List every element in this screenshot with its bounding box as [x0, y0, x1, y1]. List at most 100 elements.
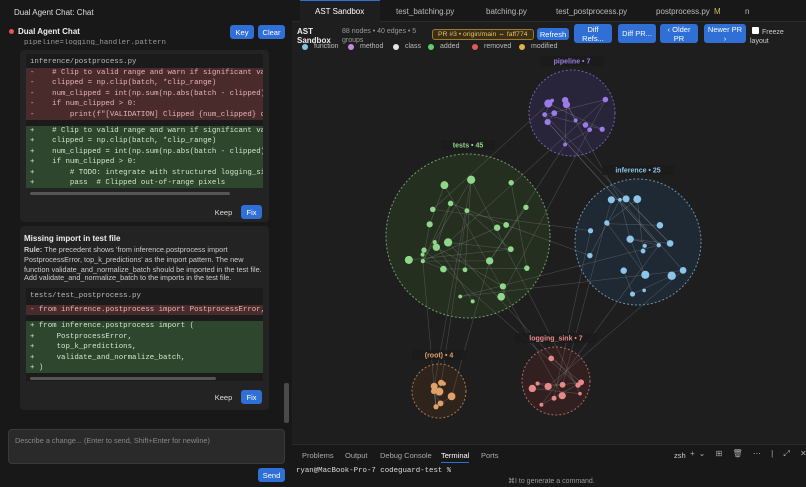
- graph-node: [432, 243, 440, 251]
- toolbar-button[interactable]: Refresh: [537, 28, 569, 40]
- graph-node: [420, 259, 425, 264]
- edge: [564, 129, 590, 145]
- freeze-label: Freeze layout: [750, 29, 784, 45]
- legend-dot: [348, 44, 354, 50]
- file-name: inference/postprocess.py: [30, 58, 137, 66]
- rule-label: Rule:: [24, 245, 43, 254]
- tab-modified-badge: M: [714, 7, 721, 16]
- edge: [451, 260, 490, 397]
- edge: [434, 242, 473, 302]
- group-label-bg: [515, 333, 597, 343]
- edge: [632, 275, 672, 295]
- terminal-prompt: ryan@MacBook-Pro-7 codeguard-test %: [296, 467, 452, 475]
- graph-node: [447, 200, 454, 207]
- graph-node: [604, 220, 610, 226]
- graph-node: [462, 267, 468, 273]
- edge: [547, 270, 684, 387]
- panel-tab[interactable]: Output: [345, 451, 368, 460]
- keep-button[interactable]: Keep: [214, 392, 233, 402]
- edge: [629, 239, 646, 275]
- toolbar-button[interactable]: ‹ Older PR: [660, 24, 698, 43]
- group-label-bg: [412, 350, 466, 360]
- send-button[interactable]: Send: [258, 468, 285, 482]
- graph-node: [602, 96, 609, 103]
- panel-tab[interactable]: Terminal: [441, 451, 470, 463]
- graph-node: [656, 243, 661, 248]
- edge: [630, 238, 671, 244]
- keep-button[interactable]: Keep: [214, 207, 233, 217]
- editor-tab[interactable]: batching.py: [486, 7, 527, 16]
- graph-node: [443, 238, 453, 247]
- fix-button[interactable]: Fix: [241, 390, 262, 404]
- legend-label: added: [440, 43, 460, 50]
- legend-label: removed: [484, 43, 512, 50]
- edge: [460, 244, 659, 297]
- graph-node: [548, 355, 555, 362]
- group-label-bg: [601, 165, 675, 175]
- panel-tab[interactable]: Debug Console: [380, 451, 432, 460]
- graph-node: [528, 384, 537, 393]
- graph-node: [433, 404, 439, 410]
- legend-label: modified: [531, 43, 558, 50]
- freeze-checkbox[interactable]: [752, 27, 759, 34]
- graph-node: [503, 222, 510, 228]
- added-line: + pass # Clipped out-of-range pixels: [26, 178, 263, 189]
- removed-line: - if num_clipped > 0:: [26, 99, 263, 110]
- legend-dot: [428, 44, 434, 50]
- panel-tab[interactable]: Problems: [302, 451, 334, 460]
- graph-node: [559, 381, 566, 388]
- fix-button[interactable]: Fix: [241, 205, 262, 219]
- edge: [447, 242, 579, 386]
- graph-node: [544, 119, 551, 126]
- editor-tab[interactable]: test_postprocess.py: [556, 7, 628, 16]
- issue-title: Missing import in test file: [24, 234, 121, 243]
- edge: [422, 261, 437, 407]
- graph-node: [563, 142, 568, 147]
- key-button[interactable]: Key: [230, 25, 254, 39]
- group-label: pipeline • 7: [554, 59, 591, 66]
- edge: [544, 114, 671, 244]
- editor-tab[interactable]: postprocess.py: [656, 7, 710, 16]
- graph-node: [679, 267, 687, 274]
- graph-node: [622, 195, 630, 203]
- edge: [444, 184, 563, 396]
- legend-dot: [393, 44, 399, 50]
- editor-tab[interactable]: test_batching.py: [396, 7, 455, 16]
- toolbar-button[interactable]: Newer PR ›: [704, 24, 746, 43]
- graph-node: [539, 402, 544, 407]
- graph-node: [587, 252, 593, 259]
- terminal-hint: ⌘I to generate a command.: [508, 478, 595, 485]
- graph-node: [542, 112, 548, 118]
- graph-node: [620, 267, 627, 274]
- message-input[interactable]: Describe a change... (Enter to send, Shi…: [8, 429, 285, 464]
- graph-node: [667, 271, 676, 280]
- toolbar-button[interactable]: Diff Refs...: [574, 24, 612, 43]
- editor-tab[interactable]: n: [745, 7, 750, 16]
- edge: [489, 207, 527, 262]
- edge: [630, 238, 659, 246]
- graph-node: [430, 388, 437, 395]
- edge: [625, 198, 671, 244]
- h-scrollbar: [30, 377, 216, 380]
- graph-node: [524, 265, 530, 271]
- chat-title: Dual Agent Chat: [18, 27, 80, 36]
- tab-bar: [292, 0, 806, 22]
- graph-node: [656, 222, 664, 229]
- edge: [464, 179, 472, 270]
- graph-node: [437, 400, 444, 407]
- toolbar-button[interactable]: Diff PR...: [618, 24, 656, 43]
- edge: [607, 223, 660, 226]
- graph-node: [633, 195, 642, 204]
- edge: [510, 182, 528, 269]
- edge: [422, 179, 472, 262]
- bottom-panel: [292, 444, 806, 487]
- graph-node: [626, 235, 634, 243]
- edge: [532, 388, 581, 394]
- clear-button[interactable]: Clear: [258, 25, 285, 39]
- graph-node: [507, 246, 514, 253]
- group-label: inference • 25: [615, 168, 660, 175]
- editor-tab[interactable]: AST Sandbox: [315, 7, 365, 16]
- added-line: + clipped = np.clip(batch, *clip_range): [26, 136, 263, 147]
- panel-tab[interactable]: Ports: [481, 451, 499, 460]
